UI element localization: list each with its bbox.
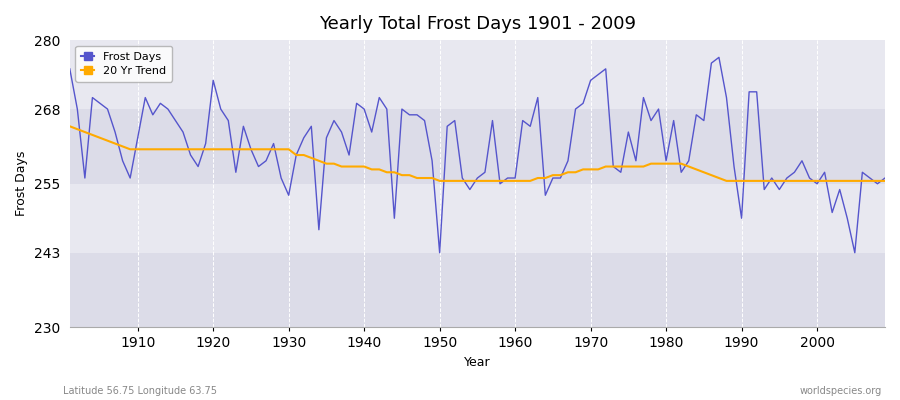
- Frost Days: [336, 130, 346, 134]
- 20 Yr Trend: [518, 178, 528, 183]
- 20 Yr Trend: [336, 164, 346, 169]
- Bar: [70, 40, 885, 109]
- Frost Days: [509, 176, 520, 180]
- Line: Frost Days: Frost Days: [70, 57, 885, 253]
- Y-axis label: Frost Days: Frost Days: [15, 151, 28, 216]
- Bar: [70, 109, 885, 184]
- Frost Days: [291, 153, 302, 158]
- Frost Days: [714, 55, 724, 60]
- Frost Days: [65, 66, 76, 71]
- Bar: [70, 184, 885, 253]
- 20 Yr Trend: [291, 153, 302, 158]
- X-axis label: Year: Year: [464, 356, 491, 369]
- Frost Days: [608, 164, 618, 169]
- Line: 20 Yr Trend: 20 Yr Trend: [70, 126, 885, 181]
- 20 Yr Trend: [509, 178, 520, 183]
- Frost Days: [125, 176, 136, 180]
- Text: worldspecies.org: worldspecies.org: [800, 386, 882, 396]
- Frost Days: [434, 250, 445, 255]
- Text: Latitude 56.75 Longitude 63.75: Latitude 56.75 Longitude 63.75: [63, 386, 217, 396]
- 20 Yr Trend: [65, 124, 76, 129]
- 20 Yr Trend: [125, 147, 136, 152]
- 20 Yr Trend: [879, 178, 890, 183]
- Frost Days: [879, 176, 890, 180]
- Bar: [70, 253, 885, 328]
- Title: Yearly Total Frost Days 1901 - 2009: Yearly Total Frost Days 1901 - 2009: [319, 15, 636, 33]
- 20 Yr Trend: [434, 178, 445, 183]
- Legend: Frost Days, 20 Yr Trend: Frost Days, 20 Yr Trend: [76, 46, 172, 82]
- Frost Days: [518, 118, 528, 123]
- 20 Yr Trend: [608, 164, 618, 169]
